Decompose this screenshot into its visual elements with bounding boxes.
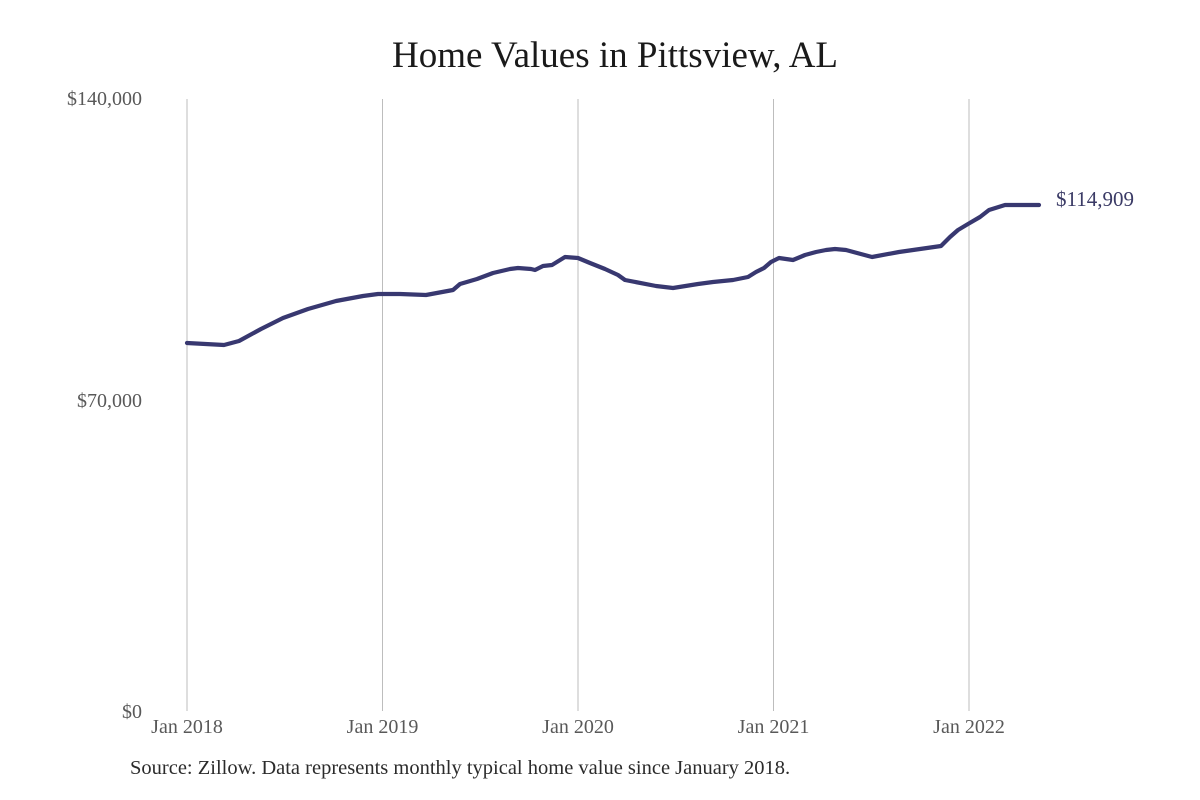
svg-text:$0: $0 [122,701,142,723]
svg-text:Jan 2018: Jan 2018 [151,716,223,738]
svg-text:$114,909: $114,909 [1056,187,1134,211]
svg-text:$140,000: $140,000 [67,88,142,110]
svg-text:Jan 2021: Jan 2021 [738,716,810,738]
svg-text:Jan 2022: Jan 2022 [933,716,1005,738]
svg-text:Jan 2019: Jan 2019 [347,716,419,738]
svg-text:$70,000: $70,000 [77,390,142,412]
svg-text:Jan 2020: Jan 2020 [542,716,614,738]
